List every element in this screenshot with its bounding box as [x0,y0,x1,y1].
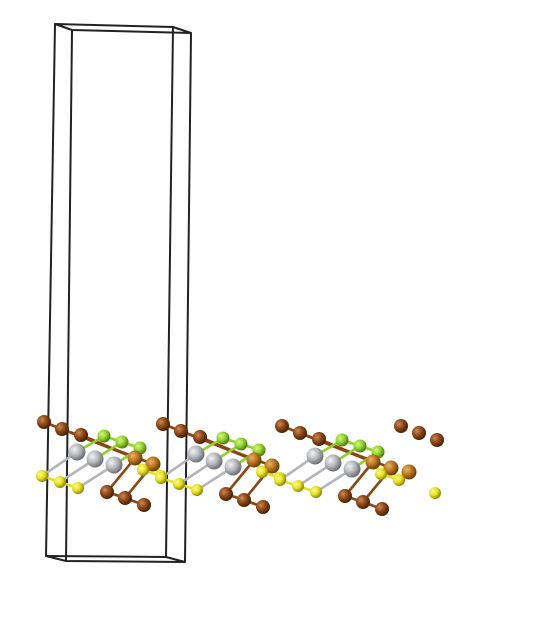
atom-sphere-icon [191,484,203,496]
atom-sphere-icon [137,498,151,512]
atom-sphere-icon [375,502,389,516]
atom-sphere-icon [274,474,286,486]
atom-sphere-icon [86,450,104,468]
atom-sphere-icon [383,460,399,476]
atom-sphere-icon [356,495,370,509]
atom-sphere-icon [173,478,185,490]
atom-sphere-icon [343,460,361,478]
atom-sphere-icon [156,417,170,431]
atom-sphere-icon [115,435,129,449]
atom-sphere-icon [335,433,349,447]
atom-sphere-icon [401,464,417,480]
atom-sphere-icon [68,443,86,461]
atom-sphere-icon [100,485,114,499]
atom-sphere-icon [145,456,161,472]
atom-sphere-icon [353,439,367,453]
atom-sphere-icon [234,437,248,451]
atom-sphere-icon [292,480,304,492]
atom-sphere-icon [205,452,223,470]
atom-sphere-icon [74,428,88,442]
bond [317,437,375,464]
atom-sphere-icon [155,472,167,484]
atom-sphere-icon [127,450,143,466]
unit-cell-icon [45,23,192,563]
atom-sphere-icon [256,500,270,514]
atom-sphere-icon [72,482,84,494]
atom-sphere-icon [193,430,207,444]
atom-sphere-icon [375,468,387,480]
atom-sphere-icon [394,419,408,433]
atom-sphere-icon [237,493,251,507]
bond [79,433,137,460]
atom-sphere-icon [224,458,242,476]
atom-sphere-icon [37,415,51,429]
atom-sphere-icon [137,464,149,476]
atom-sphere-icon [216,431,230,445]
atom-sphere-icon [310,486,322,498]
atom-sphere-icon [256,466,268,478]
atom-sphere-icon [246,452,262,468]
atom-sphere-icon [174,424,188,438]
atom-sphere-icon [412,426,426,440]
bond [198,435,256,462]
atom-sphere-icon [54,476,66,488]
atom-sphere-icon [293,426,307,440]
atom-sphere-icon [324,454,342,472]
atom-sphere-icon [36,470,48,482]
atom-sphere-icon [393,474,405,486]
atom-sphere-icon [365,454,381,470]
atom-sphere-icon [429,487,441,499]
atom-sphere-icon [275,419,289,433]
atom-sphere-icon [118,491,132,505]
atom-sphere-icon [264,458,280,474]
atom-sphere-icon [312,432,326,446]
atom-layer [36,415,444,516]
atom-sphere-icon [219,487,233,501]
atom-sphere-icon [187,445,205,463]
atom-sphere-icon [55,422,69,436]
atom-sphere-icon [338,489,352,503]
atom-sphere-icon [105,456,123,474]
atom-sphere-icon [430,433,444,447]
atom-sphere-icon [306,447,324,465]
atom-sphere-icon [97,429,111,443]
